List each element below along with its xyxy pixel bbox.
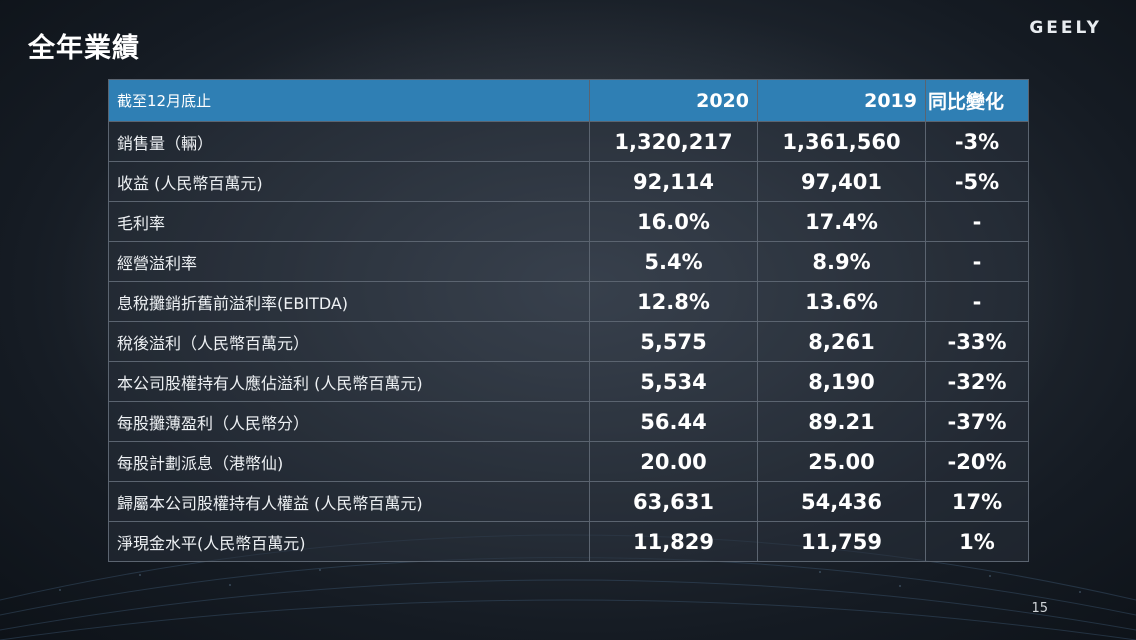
value-2020: 1,320,217 xyxy=(589,121,758,162)
row-label: 毛利率 xyxy=(108,201,590,242)
row-label: 本公司股權持有人應佔溢利 (人民幣百萬元) xyxy=(108,361,590,402)
value-2020: 63,631 xyxy=(589,481,758,522)
value-2019: 1,361,560 xyxy=(757,121,926,162)
value-change: 1% xyxy=(925,521,1029,562)
table-row: 本公司股權持有人應佔溢利 (人民幣百萬元) 5,534 8,190 -32% xyxy=(108,361,1029,402)
value-2020: 5,575 xyxy=(589,321,758,362)
value-2019: 8,261 xyxy=(757,321,926,362)
table-row: 淨現金水平(人民幣百萬元) 11,829 11,759 1% xyxy=(108,521,1029,562)
row-label: 經營溢利率 xyxy=(108,241,590,282)
value-2019: 54,436 xyxy=(757,481,926,522)
value-2019: 89.21 xyxy=(757,401,926,442)
row-label: 淨現金水平(人民幣百萬元) xyxy=(108,521,590,562)
value-2019: 8.9% xyxy=(757,241,926,282)
table-row: 收益 (人民幣百萬元) 92,114 97,401 -5% xyxy=(108,161,1029,202)
row-label: 銷售量（輛） xyxy=(108,121,590,162)
table-row: 歸屬本公司股權持有人權益 (人民幣百萬元) 63,631 54,436 17% xyxy=(108,481,1029,522)
row-label: 每股計劃派息（港幣仙) xyxy=(108,441,590,482)
row-label: 收益 (人民幣百萬元) xyxy=(108,161,590,202)
value-2019: 13.6% xyxy=(757,281,926,322)
table-row: 毛利率 16.0% 17.4% - xyxy=(108,201,1029,242)
value-change: - xyxy=(925,241,1029,282)
value-2020: 5.4% xyxy=(589,241,758,282)
value-2020: 20.00 xyxy=(589,441,758,482)
header-yoy-change: 同比變化 xyxy=(925,79,1029,122)
annual-results-table: 截至12月底止 2020 2019 同比變化 銷售量（輛） 1,320,217 … xyxy=(108,79,1029,562)
value-2020: 11,829 xyxy=(589,521,758,562)
header-year-2020: 2020 xyxy=(589,79,758,122)
row-label: 每股攤薄盈利（人民幣分） xyxy=(108,401,590,442)
table-row: 銷售量（輛） 1,320,217 1,361,560 -3% xyxy=(108,121,1029,162)
value-change: -5% xyxy=(925,161,1029,202)
value-2020: 56.44 xyxy=(589,401,758,442)
geely-logo: GEELY xyxy=(1029,18,1102,38)
value-2020: 5,534 xyxy=(589,361,758,402)
slide-title: 全年業績 xyxy=(28,33,140,64)
value-2019: 17.4% xyxy=(757,201,926,242)
table-row: 經營溢利率 5.4% 8.9% - xyxy=(108,241,1029,282)
value-2019: 8,190 xyxy=(757,361,926,402)
value-change: - xyxy=(925,281,1029,322)
table-row: 每股攤薄盈利（人民幣分） 56.44 89.21 -37% xyxy=(108,401,1029,442)
value-2020: 92,114 xyxy=(589,161,758,202)
value-change: -32% xyxy=(925,361,1029,402)
table-header-row: 截至12月底止 2020 2019 同比變化 xyxy=(108,79,1029,122)
value-2019: 25.00 xyxy=(757,441,926,482)
value-change: -20% xyxy=(925,441,1029,482)
value-change: -3% xyxy=(925,121,1029,162)
value-change: 17% xyxy=(925,481,1029,522)
page-number: 15 xyxy=(1031,601,1048,616)
header-year-2019: 2019 xyxy=(757,79,926,122)
value-change: -37% xyxy=(925,401,1029,442)
value-2019: 97,401 xyxy=(757,161,926,202)
value-2019: 11,759 xyxy=(757,521,926,562)
value-change: - xyxy=(925,201,1029,242)
table-row: 每股計劃派息（港幣仙) 20.00 25.00 -20% xyxy=(108,441,1029,482)
value-2020: 16.0% xyxy=(589,201,758,242)
row-label: 息稅攤銷折舊前溢利率(EBITDA) xyxy=(108,281,590,322)
value-change: -33% xyxy=(925,321,1029,362)
header-period-label: 截至12月底止 xyxy=(108,79,590,122)
table-row: 稅後溢利（人民幣百萬元） 5,575 8,261 -33% xyxy=(108,321,1029,362)
value-2020: 12.8% xyxy=(589,281,758,322)
row-label: 歸屬本公司股權持有人權益 (人民幣百萬元) xyxy=(108,481,590,522)
table-row: 息稅攤銷折舊前溢利率(EBITDA) 12.8% 13.6% - xyxy=(108,281,1029,322)
row-label: 稅後溢利（人民幣百萬元） xyxy=(108,321,590,362)
